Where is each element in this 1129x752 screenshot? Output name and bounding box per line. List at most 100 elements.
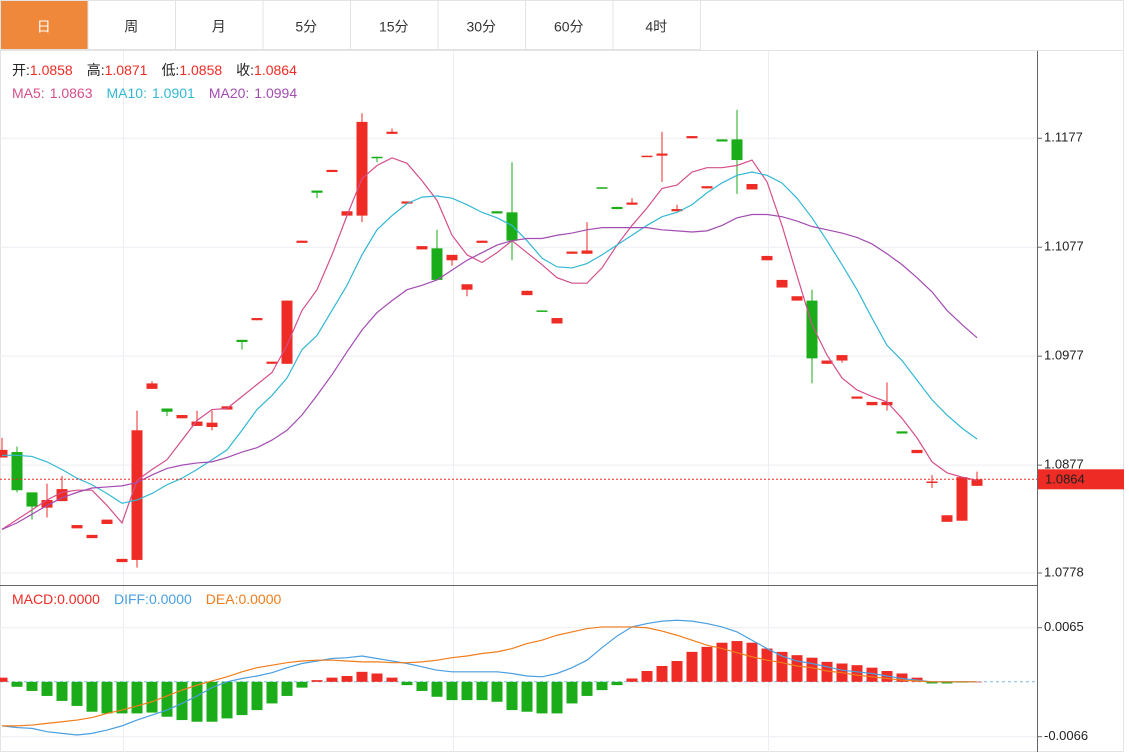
macd-legend-name: DEA: xyxy=(206,591,239,607)
candle-body xyxy=(356,121,368,216)
macd-bar xyxy=(641,670,653,682)
tab[interactable]: 5分 xyxy=(262,0,351,50)
candles xyxy=(0,109,983,568)
tab[interactable]: 4时 xyxy=(612,0,701,50)
macd-bar xyxy=(551,681,563,714)
macd-bar xyxy=(56,681,68,701)
tab-label[interactable]: 周 xyxy=(124,19,138,35)
tab[interactable]: 月 xyxy=(175,0,264,50)
macd-bar xyxy=(521,681,533,712)
macd-bar xyxy=(626,678,638,682)
candle-body xyxy=(206,422,218,428)
macd-bar xyxy=(806,657,818,682)
tab[interactable]: 15分 xyxy=(350,0,439,50)
macd-legend-value: 0.0000 xyxy=(149,591,192,607)
candle-body xyxy=(821,360,833,364)
y-tick-label: -0.0066 xyxy=(1044,728,1088,743)
candle-body xyxy=(476,240,488,243)
candle-body xyxy=(71,525,83,529)
candle-body xyxy=(281,300,293,364)
candle-body xyxy=(251,318,263,321)
candle-body xyxy=(746,184,758,190)
y-tick-label: 1.1177 xyxy=(1044,130,1083,145)
macd-bar xyxy=(86,681,98,712)
candle-body xyxy=(146,383,158,389)
macd-legend: MACD:0.0000 DIFF:0.0000 DEA:0.0000 xyxy=(12,591,282,607)
tab-bg[interactable] xyxy=(612,0,701,50)
candle-body xyxy=(326,169,338,173)
y-tick-label: 1.0778 xyxy=(1044,564,1084,579)
macd-bar xyxy=(11,681,23,687)
tab-label[interactable]: 月 xyxy=(212,19,226,35)
macd-legend-name: MACD: xyxy=(12,591,57,607)
macd-bar xyxy=(491,681,503,702)
macd-bar xyxy=(371,673,383,682)
tab-bg[interactable] xyxy=(350,0,439,50)
macd-bar xyxy=(686,651,698,682)
macd-bar xyxy=(791,655,803,682)
ma-legend-name: MA5: xyxy=(12,85,45,101)
candle-body xyxy=(611,206,623,210)
ma-line xyxy=(2,171,978,504)
tab-bg[interactable] xyxy=(262,0,351,50)
candle-body xyxy=(311,190,323,193)
macd-bar xyxy=(476,681,488,701)
macd-bar xyxy=(101,681,113,714)
ohlc-label: 高: xyxy=(87,62,105,78)
macd-bar xyxy=(146,681,158,713)
candle-body xyxy=(926,481,938,483)
tab[interactable]: 周 xyxy=(87,0,176,50)
tab-label[interactable]: 30分 xyxy=(466,19,496,35)
tab-bg[interactable] xyxy=(525,0,614,50)
candle-body xyxy=(911,449,923,454)
tab-label[interactable]: 日 xyxy=(37,19,51,35)
macd-legend-name: DIFF: xyxy=(114,591,149,607)
macd-bar xyxy=(311,680,323,682)
candle-body xyxy=(116,558,128,563)
candle-body xyxy=(101,519,113,524)
macd-bar xyxy=(191,681,203,722)
tab-label[interactable]: 60分 xyxy=(554,19,584,35)
candle-body xyxy=(161,408,173,412)
macd-bar xyxy=(596,681,608,691)
macd-bar xyxy=(221,681,233,719)
candle-body xyxy=(566,251,578,254)
tab[interactable]: 30分 xyxy=(437,0,526,50)
candle-body xyxy=(386,131,398,134)
candle-body xyxy=(86,534,98,539)
candle-body xyxy=(836,355,848,361)
macd-bar xyxy=(206,681,218,722)
macd-bar xyxy=(236,681,248,716)
tab-label[interactable]: 5分 xyxy=(295,19,317,35)
candle-body xyxy=(26,492,38,507)
macd-bar xyxy=(0,677,8,682)
tab-label[interactable]: 15分 xyxy=(379,19,409,35)
tab-bg[interactable] xyxy=(437,0,526,50)
tab[interactable]: 日 xyxy=(0,0,89,50)
candle-body xyxy=(11,452,23,491)
candle-body xyxy=(866,401,878,406)
candle-body xyxy=(236,339,248,343)
macd-bar xyxy=(26,681,38,691)
candle-body xyxy=(0,449,8,458)
macd-bar xyxy=(401,681,413,686)
macd-bar xyxy=(896,673,908,682)
tab[interactable]: 60分 xyxy=(525,0,614,50)
macd-bar xyxy=(761,648,773,682)
ohlc-value: 1.0858 xyxy=(179,62,222,78)
macd-legend-value: 0.0000 xyxy=(57,591,100,607)
candle-body xyxy=(941,515,953,522)
macd-line xyxy=(1,619,977,736)
y-tick-label: 1.0977 xyxy=(1044,348,1084,363)
tab-label[interactable]: 4时 xyxy=(645,19,667,35)
candle-body xyxy=(536,310,548,312)
candle-body xyxy=(506,212,518,241)
candle-body xyxy=(491,211,503,214)
candle-body xyxy=(701,186,713,189)
macd-bar xyxy=(581,681,593,696)
macd-bar xyxy=(281,681,293,696)
candle-body xyxy=(461,284,473,290)
candle-body xyxy=(401,201,413,204)
tab-bg[interactable] xyxy=(0,0,89,50)
